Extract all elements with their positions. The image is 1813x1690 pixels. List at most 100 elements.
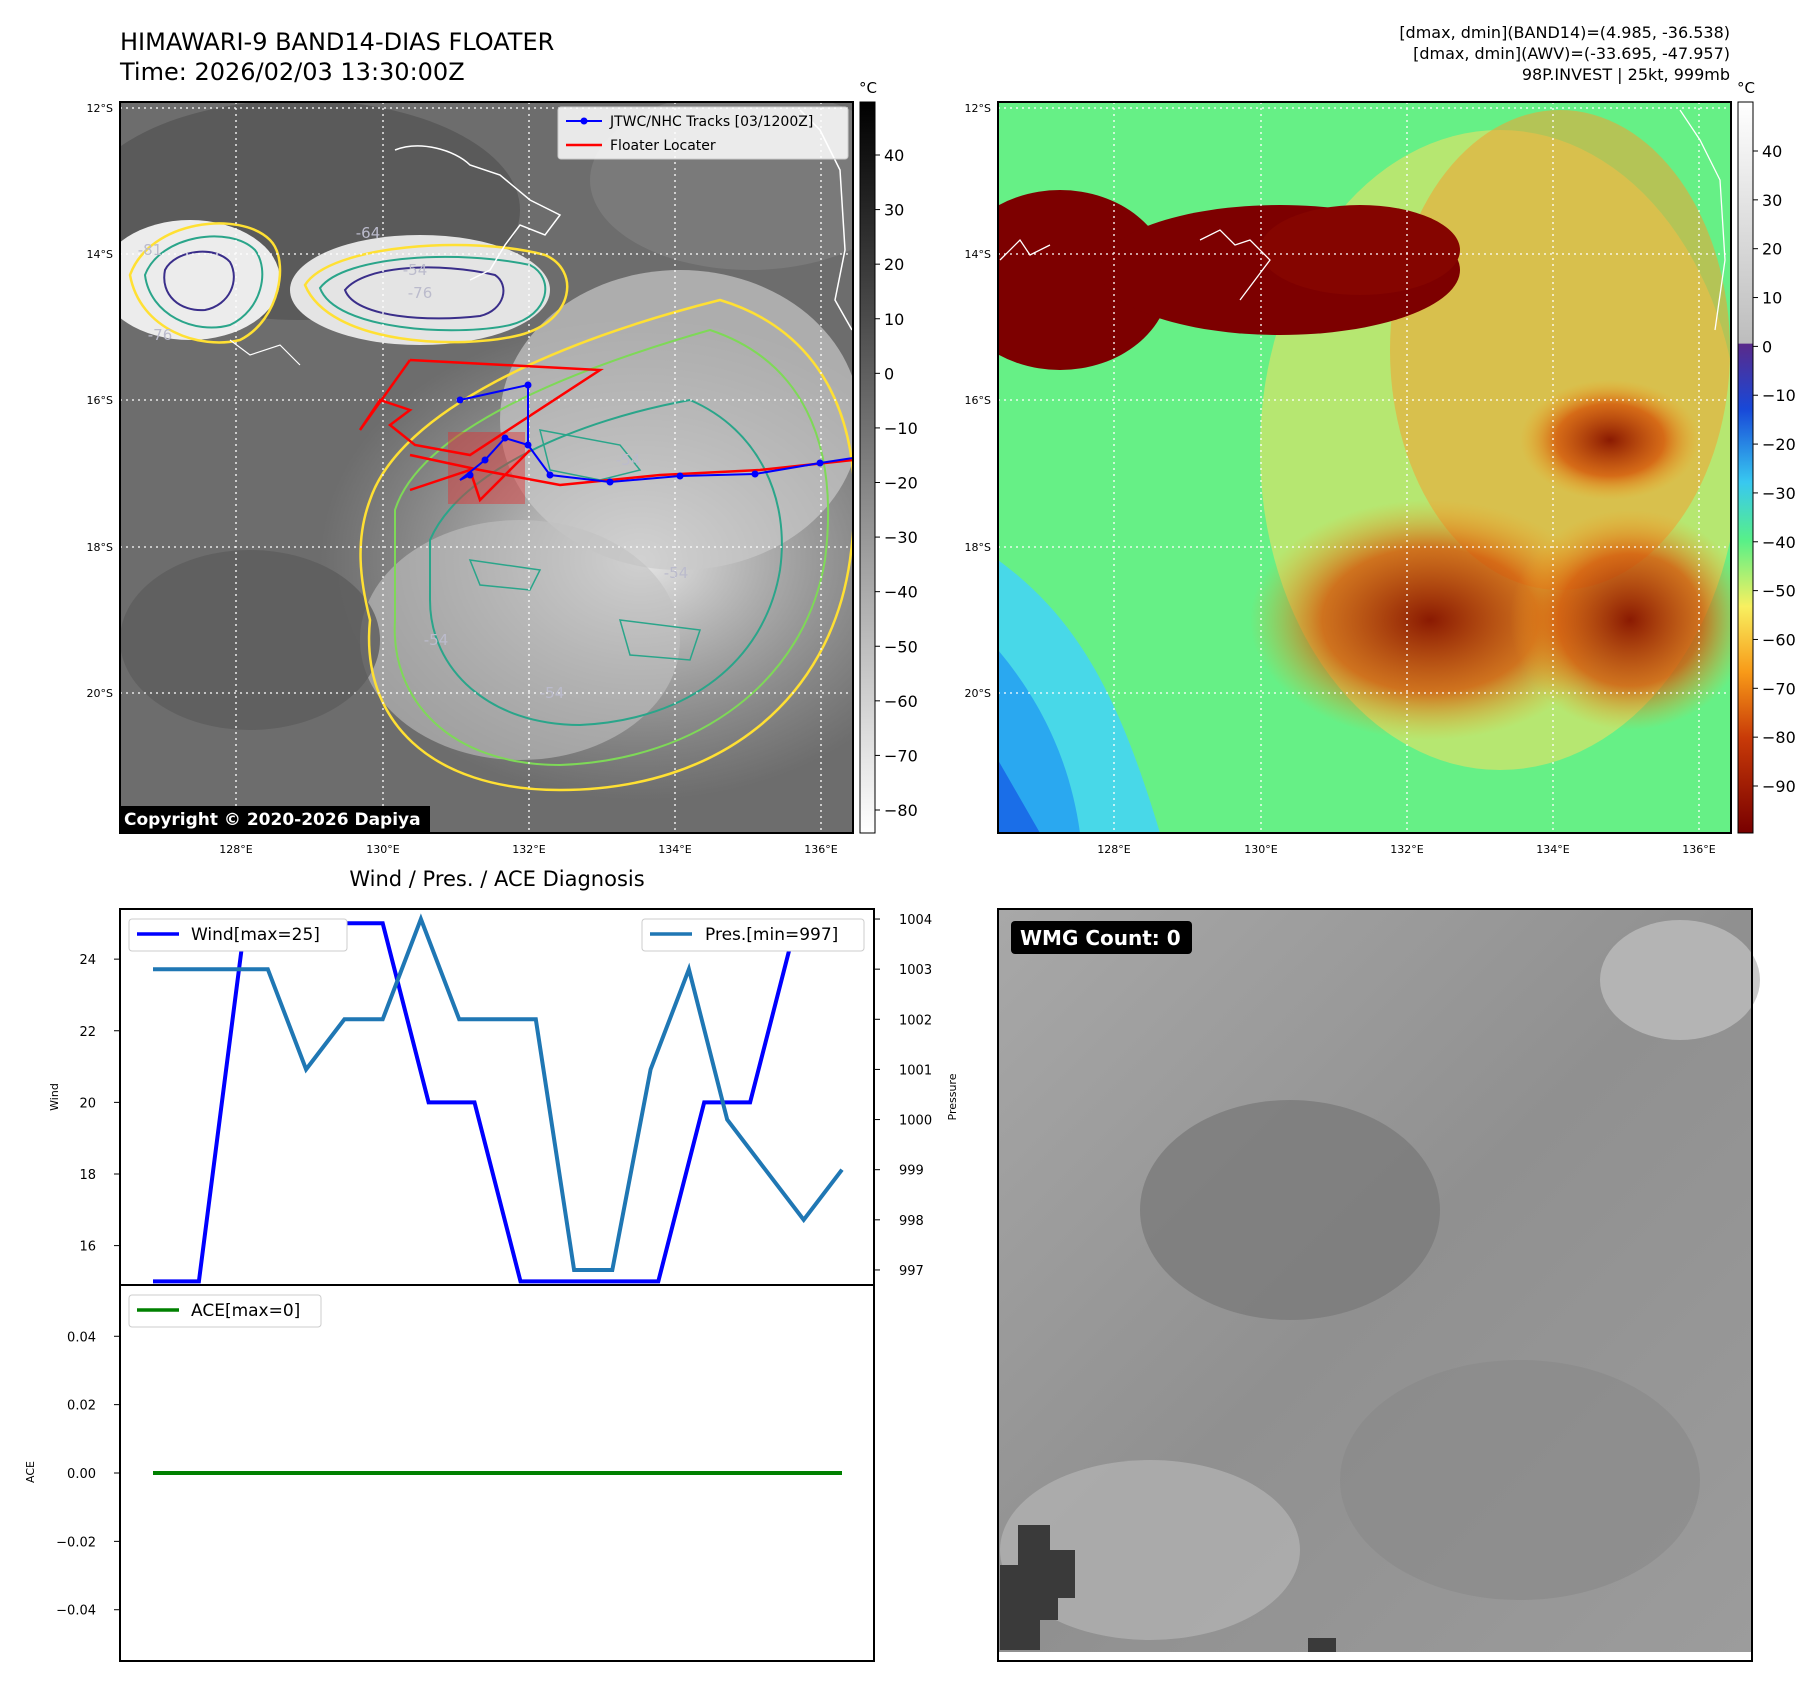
- ace-tick-label: −0.04: [56, 1604, 96, 1619]
- colorbar-tick-label: −20: [1762, 435, 1796, 454]
- wind-tick-label: 16: [79, 1240, 96, 1255]
- colorbar-tick-label: 20: [884, 255, 904, 274]
- lat-tick: 18°S: [965, 541, 991, 554]
- colorbar-tick-label: −20: [884, 474, 918, 493]
- pressure-tick-label: 1002: [899, 1013, 932, 1028]
- colorbar-tick-label: −50: [884, 637, 918, 656]
- colorbar-tick-label: −30: [1762, 484, 1796, 503]
- wmg-count-label: WMG Count: 0: [1020, 926, 1181, 950]
- figure-title: HIMAWARI-9 BAND14-DIAS FLOATER: [120, 28, 554, 56]
- colorbar-unit: °C: [859, 79, 877, 97]
- colorbar-tick-label: 0: [884, 364, 894, 383]
- colorbar-unit: °C: [1737, 79, 1755, 97]
- missing-data-block: [1000, 1525, 1075, 1650]
- wind-legend: Wind[max=25]: [128, 918, 348, 952]
- ace-tick-label: 0.04: [67, 1330, 96, 1345]
- contour-label: -81: [138, 241, 163, 259]
- colorbar-tick-label: 20: [1762, 240, 1782, 259]
- lon-tick: 130°E: [1244, 843, 1277, 856]
- pressure-tick-label: 1000: [899, 1114, 932, 1129]
- ace-panel: ACE 0.04 0.02 0.00 −0.02 −0.04 ACE[max=0]: [24, 1284, 875, 1662]
- wmg-panel: WMG Count: 0: [997, 908, 1760, 1662]
- info-awv: [dmax, dmin](AWV)=(-33.695, -47.957): [1413, 44, 1730, 63]
- lon-tick: 136°E: [1682, 843, 1715, 856]
- lat-axis-right: 12°S 14°S 16°S 18°S 20°S: [965, 102, 991, 700]
- colorbar-tick-label: −60: [1762, 630, 1796, 649]
- contour-label: -76: [148, 326, 173, 344]
- lat-tick: 12°S: [87, 102, 113, 115]
- colorbar-tick-label: −40: [1762, 533, 1796, 552]
- lon-tick: 130°E: [366, 843, 399, 856]
- awv-imagery: [998, 102, 1731, 833]
- colorbar-tick-label: −10: [884, 419, 918, 438]
- lat-tick: 18°S: [87, 541, 113, 554]
- figure-time: Time: 2026/02/03 13:30:00Z: [119, 58, 465, 86]
- awv-colorbar: °C 40 30 20 10 0 −10 −20 −30 −40 −50 −60 −70 −80 −90: [1737, 79, 1796, 834]
- colorbar-tick-label: −60: [884, 692, 918, 711]
- lon-tick: 134°E: [658, 843, 691, 856]
- colorbar-tick-label: −80: [884, 801, 918, 820]
- ace-axis-label: ACE: [24, 1461, 37, 1483]
- ace-tick-label: 0.00: [67, 1467, 96, 1482]
- contour-label: -54: [540, 684, 565, 702]
- lat-tick: 16°S: [87, 394, 113, 407]
- lat-tick: 20°S: [87, 687, 113, 700]
- lon-tick: 132°E: [1390, 843, 1423, 856]
- colorbar-tick-label: −80: [1762, 728, 1796, 747]
- colorbar-tick-label: −30: [884, 528, 918, 547]
- wind-axis-label: Wind: [48, 1083, 61, 1111]
- wind-pressure-panel: Wind Pressure 16 18 20 22 24 997 998 999 1000 10…: [48, 908, 959, 1286]
- pressure-tick-label: 1001: [899, 1063, 932, 1078]
- missing-data-block: [1308, 1638, 1336, 1652]
- colorbar-tick-label: −10: [1762, 386, 1796, 405]
- pressure-legend: Pres.[min=997]: [641, 918, 865, 952]
- pressure-tick-label: 997: [899, 1264, 924, 1279]
- pressure-axis-label: Pressure: [946, 1073, 959, 1120]
- lon-tick: 136°E: [804, 843, 837, 856]
- contour-label: -54: [424, 631, 449, 649]
- colorbar-tick-label: 30: [1762, 191, 1782, 210]
- lon-tick: 132°E: [512, 843, 545, 856]
- colorbar-tick-label: −70: [1762, 679, 1796, 698]
- band14-colorbar: °C 40 30 20 10 0 −10 −20 −30 −40 −50 −60 −70 −80: [859, 79, 918, 834]
- lat-tick: 12°S: [965, 102, 991, 115]
- band14-imagery: -81 -76 -64 -76 -54 -54 -54 -54 -54 Copyright © …: [120, 102, 853, 833]
- pressure-tick-label: 998: [899, 1214, 924, 1229]
- lon-axis-right: 128°E 130°E 132°E 134°E 136°E: [1097, 843, 1715, 856]
- pressure-legend-label: Pres.[min=997]: [705, 925, 838, 945]
- pressure-series-line: [153, 913, 844, 1272]
- lat-tick: 14°S: [87, 248, 113, 261]
- wind-tick-label: 20: [79, 1096, 96, 1111]
- info-storm: 98P.INVEST | 25kt, 999mb: [1522, 65, 1730, 84]
- colorbar-tick-label: 40: [884, 146, 904, 165]
- lat-axis-left: 12°S 14°S 16°S 18°S 20°S: [87, 102, 113, 700]
- colorbar-tick-label: 10: [884, 310, 904, 329]
- pressure-tick-label: 1004: [899, 913, 932, 928]
- pressure-tick-label: 1003: [899, 963, 932, 978]
- legend-floater-label: Floater Locater: [610, 138, 716, 154]
- ace-tick-label: 0.02: [67, 1399, 96, 1414]
- contour-label: -76: [408, 284, 433, 302]
- diagnosis-title: Wind / Pres. / ACE Diagnosis: [349, 867, 644, 891]
- lat-tick: 14°S: [965, 248, 991, 261]
- map-legend: JTWC/NHC Tracks [03/1200Z] Floater Locat…: [557, 106, 849, 160]
- colorbar-tick-label: 0: [1762, 337, 1772, 356]
- band14-map-panel: -81 -76 -64 -76 -54 -54 -54 -54 -54 Copyright © …: [87, 101, 854, 856]
- colorbar-tick-label: 10: [1762, 289, 1782, 308]
- colorbar-tick-label: 30: [884, 201, 904, 220]
- contour-label: -54: [616, 451, 641, 469]
- info-band14: [dmax, dmin](BAND14)=(4.985, -36.538): [1399, 23, 1730, 42]
- colorbar-tick-label: −50: [1762, 582, 1796, 601]
- lon-tick: 128°E: [219, 843, 252, 856]
- ace-tick-label: −0.02: [56, 1535, 96, 1550]
- ace-legend: ACE[max=0]: [128, 1294, 322, 1328]
- lat-tick: 16°S: [965, 394, 991, 407]
- contour-label: -54: [664, 564, 689, 582]
- wmg-count-badge: [1011, 921, 1192, 954]
- lon-axis-left: 128°E 130°E 132°E 134°E 136°E: [219, 843, 837, 856]
- lat-tick: 20°S: [965, 687, 991, 700]
- copyright-box: [120, 806, 430, 832]
- ace-legend-label: ACE[max=0]: [191, 1301, 300, 1321]
- colorbar-tick-label: −40: [884, 583, 918, 602]
